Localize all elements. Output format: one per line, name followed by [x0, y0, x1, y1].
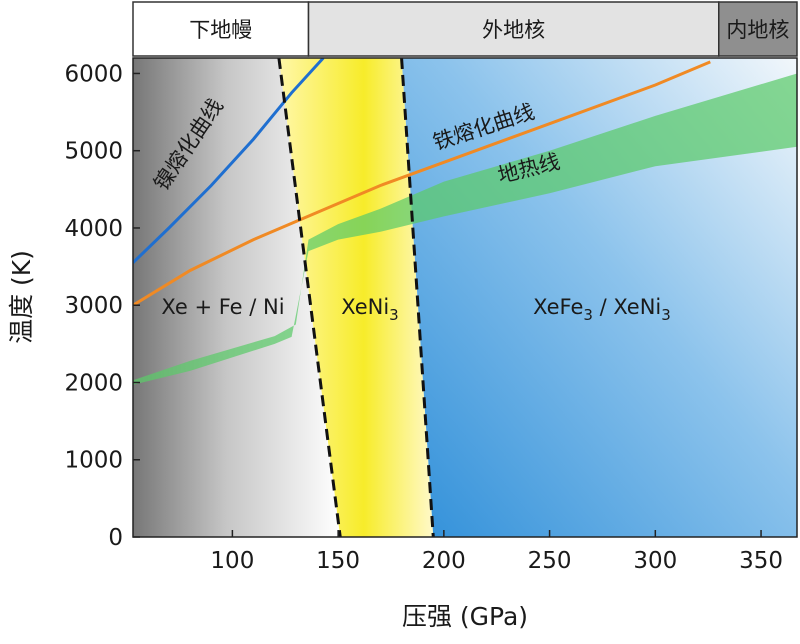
x-axis: 100 150 200 250 300 350: [210, 530, 783, 574]
fe-melting-curve: [133, 60, 711, 307]
layer-lower-mantle: [132, 1, 310, 57]
geotherm-band: [133, 73, 797, 385]
phase-boundary-left: [277, 58, 342, 537]
x-axis-title: 压强 (GPa): [402, 602, 528, 631]
layer-lower-mantle-label: 下地幔: [189, 18, 252, 42]
y-axis-title: 温度 (K): [7, 250, 36, 344]
y-axis: 0 1000 2000 3000 4000 5000 6000: [64, 61, 140, 551]
region-label-xeni3: XeNi3: [341, 295, 398, 324]
y-tick-label: 2000: [64, 370, 123, 396]
y-tick-label: 6000: [64, 61, 123, 87]
plot-area: [133, 58, 797, 537]
layer-bar: 下地幔 外地核 内地核: [132, 1, 798, 57]
region-label-xe-fe-ni: Xe + Fe / Ni: [161, 295, 284, 319]
y-tick-label: 5000: [64, 139, 123, 165]
ni-melting-curve: [133, 58, 325, 264]
region-xeni3: [278, 58, 434, 537]
x-tick-label: 350: [739, 548, 783, 574]
x-tick-label: 250: [528, 548, 572, 574]
x-tick-label: 150: [316, 548, 360, 574]
y-tick-label: 4000: [64, 216, 123, 242]
phase-boundary-right: [400, 58, 435, 537]
x-tick-label: 200: [422, 548, 466, 574]
region-label-xefe3-xeni3: XeFe3 / XeNi3: [533, 295, 671, 324]
layer-outer-core: [307, 1, 720, 57]
y-tick-label: 1000: [64, 448, 123, 474]
layer-inner-core: [718, 1, 798, 57]
region-xe-fe-ni: [133, 58, 341, 537]
x-tick-label: 100: [210, 548, 254, 574]
layer-inner-core-label: 内地核: [726, 18, 789, 42]
y-tick-label: 3000: [64, 293, 123, 319]
layer-outer-core-label: 外地核: [482, 18, 545, 42]
x-tick-label: 300: [633, 548, 677, 574]
plot-frame: [132, 57, 798, 538]
y-tick-label: 0: [108, 525, 123, 551]
